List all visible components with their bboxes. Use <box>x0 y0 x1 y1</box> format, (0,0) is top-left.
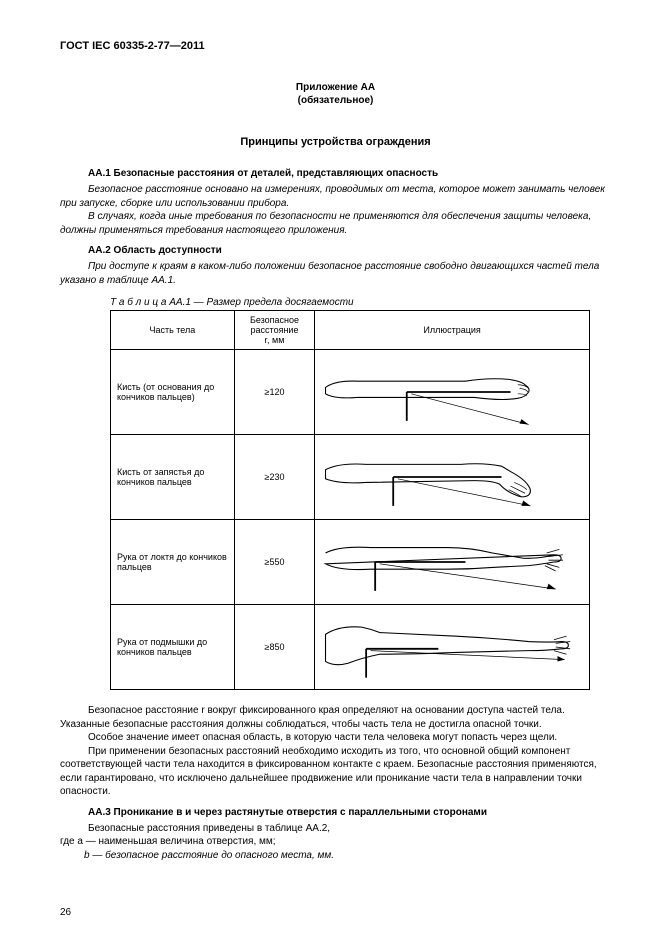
aa3-where-b: b — безопасное расстояние до опасного ме… <box>60 849 611 863</box>
cell-dist: ≥850 <box>234 605 314 690</box>
arm-wrist-illustration <box>321 439 583 515</box>
table-caption: Т а б л и ц а АА.1 — Размер предела дося… <box>110 297 611 308</box>
cell-illustration <box>315 520 590 605</box>
cell-illustration <box>315 605 590 690</box>
th-body-part: Часть тела <box>111 311 235 350</box>
arm-elbow-illustration <box>321 524 583 600</box>
aa2-heading: АА.2 Область доступности <box>60 245 611 256</box>
table-row: Рука от локтя до кончиков пальцев ≥550 <box>111 520 590 605</box>
main-title: Принципы устройства ограждения <box>60 136 611 148</box>
arm-shoulder-illustration <box>321 609 583 685</box>
aa2-para1: При доступе к краям в каком-либо положен… <box>60 260 611 287</box>
table-header-row: Часть тела Безопасное расстояние r, мм И… <box>111 311 590 350</box>
after-p3: При применении безопасных расстояний нео… <box>60 745 611 799</box>
standard-id: ГОСТ IEC 60335-2-77—2011 <box>60 40 611 52</box>
cell-part: Кисть от запястья до кончиков пальцев <box>111 435 235 520</box>
cell-dist: ≥120 <box>234 350 314 435</box>
aa3-where-a: где а — наименьшая величина отверстия, м… <box>60 835 611 849</box>
aa1-para1: Безопасное расстояние основано на измере… <box>60 183 611 210</box>
cell-dist: ≥550 <box>234 520 314 605</box>
after-p1: Безопасное расстояние r вокруг фиксирова… <box>60 704 611 731</box>
after-p2: Особое значение имеет опасная область, в… <box>60 731 611 745</box>
cell-part: Рука от локтя до кончиков пальцев <box>111 520 235 605</box>
aa3-heading: АА.3 Проникание в и через растянутые отв… <box>60 807 611 818</box>
cell-illustration <box>315 350 590 435</box>
annex-name: Приложение АА <box>60 82 611 93</box>
safety-distance-table: Часть тела Безопасное расстояние r, мм И… <box>110 310 590 690</box>
page: ГОСТ IEC 60335-2-77—2011 Приложение АА (… <box>0 0 661 936</box>
aa1-para2: В случаях, когда иные требования по безо… <box>60 210 611 237</box>
cell-dist: ≥230 <box>234 435 314 520</box>
cell-part: Рука от подмышки до кончиков пальцев <box>111 605 235 690</box>
table-row: Кисть от запястья до кончиков пальцев ≥2… <box>111 435 590 520</box>
page-number: 26 <box>60 907 71 918</box>
annex-status: (обязательное) <box>60 95 611 106</box>
aa1-heading: АА.1 Безопасные расстояния от деталей, п… <box>60 168 611 179</box>
table-row: Кисть (от основания до кончиков пальцев)… <box>111 350 590 435</box>
th-distance: Безопасное расстояние r, мм <box>234 311 314 350</box>
aa3-para1: Безопасные расстояния приведены в таблиц… <box>60 822 611 836</box>
arm-hand-illustration <box>321 354 583 430</box>
table-row: Рука от подмышки до кончиков пальцев ≥85… <box>111 605 590 690</box>
cell-illustration <box>315 435 590 520</box>
cell-part: Кисть (от основания до кончиков пальцев) <box>111 350 235 435</box>
th-illustration: Иллюстрация <box>315 311 590 350</box>
